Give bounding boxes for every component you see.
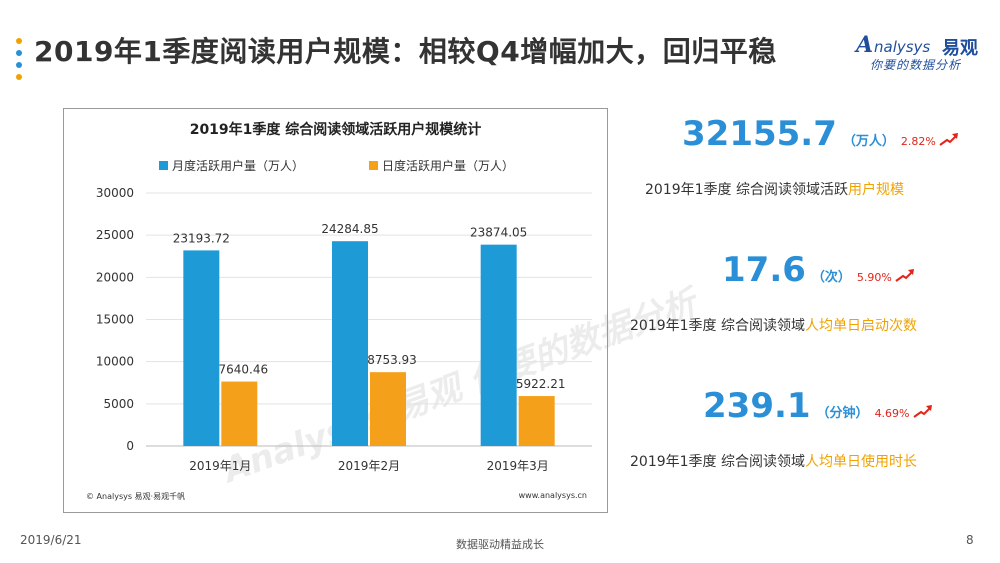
y-tick-label: 30000 xyxy=(96,186,134,200)
desc-highlight: 人均单日启动次数 xyxy=(805,318,917,334)
legend-label-monthly: 月度活跃用户量（万人） xyxy=(172,159,305,173)
analysys-logo: A nalysys 易观 你要的数据分析 xyxy=(856,30,986,72)
bar-chart: 0 5000 10000 15000 20000 25000 30000 23193.72 76… xyxy=(96,186,592,473)
logo-chinese-name: 易观 xyxy=(942,38,978,59)
footer-date: 2019/6/21 xyxy=(20,533,82,547)
logo-slogan: 你要的数据分析 xyxy=(870,58,962,72)
logo-initial: A xyxy=(856,32,874,58)
data-label: 5922.21 xyxy=(516,377,566,391)
stat-change: 4.69% xyxy=(874,407,910,420)
trend-up-icon xyxy=(895,269,914,282)
chart-panel: 2019年1季度 综合阅读领域活跃用户规模统计 月度活跃用户量（万人） 日度活跃… xyxy=(63,108,702,513)
legend-item-daily: 日度活跃用户量（万人） xyxy=(369,157,514,174)
stat-change: 2.82% xyxy=(900,135,936,148)
logo-wordmark: nalysys xyxy=(874,38,931,56)
stat-value: 32155.7 xyxy=(682,114,837,154)
data-label: 8753.93 xyxy=(367,353,417,367)
desc-highlight: 人均单日使用时长 xyxy=(805,454,917,470)
bar-monthly xyxy=(183,250,220,446)
desc-text: 2019年1季度 综合阅读领域活跃 xyxy=(645,182,848,198)
data-label: 24284.85 xyxy=(321,222,378,236)
y-tick-label: 15000 xyxy=(96,313,134,327)
y-tick-label: 5000 xyxy=(103,397,134,411)
x-tick-label: 2019年3月 xyxy=(487,459,549,473)
y-tick-label: 10000 xyxy=(96,355,134,369)
source-note: © Analysys 易观·易观千帆 xyxy=(86,492,186,501)
slide-title: 2019年1季度阅读用户规模：相较Q4增幅加大，回归平稳 xyxy=(34,35,777,68)
stat-unit: （分钟） xyxy=(816,406,869,421)
stat-value: 17.6 xyxy=(722,250,806,290)
title-decoration-dots xyxy=(16,38,24,86)
dot xyxy=(16,74,22,80)
y-tick-label: 0 xyxy=(126,439,134,453)
trend-up-icon xyxy=(939,133,958,146)
data-label: 23193.72 xyxy=(173,231,230,245)
desc-text: 2019年1季度 综合阅读领域 xyxy=(630,318,805,334)
dot xyxy=(16,50,22,56)
bar-daily xyxy=(370,372,406,446)
stat-usage-time: 239.1 （分钟） 4.69% xyxy=(703,386,934,426)
bar-daily xyxy=(221,381,258,446)
desc-text: 2019年1季度 综合阅读领域 xyxy=(630,454,805,470)
footer-slogan: 数据驱动精益成长 xyxy=(456,538,544,551)
data-label: 23874.05 xyxy=(470,226,527,240)
stat-user-scale: 32155.7 （万人） 2.82% xyxy=(682,114,960,154)
bar-daily xyxy=(518,396,555,446)
stat-unit: （万人） xyxy=(842,134,895,149)
stat-description: 2019年1季度 综合阅读领域活跃用户规模 xyxy=(645,179,904,199)
chart-title: 2019年1季度 综合阅读领域活跃用户规模统计 xyxy=(189,122,482,138)
source-url: www.analysys.cn xyxy=(518,491,587,500)
desc-highlight: 用户规模 xyxy=(848,182,904,198)
legend-swatch-monthly xyxy=(159,161,168,170)
y-tick-label: 20000 xyxy=(96,270,134,284)
stat-description: 2019年1季度 综合阅读领域人均单日使用时长 xyxy=(630,451,917,471)
dot xyxy=(16,38,22,44)
legend-swatch-daily xyxy=(369,161,378,170)
stat-unit: （次） xyxy=(811,270,851,285)
stat-change: 5.90% xyxy=(856,271,892,284)
stat-description: 2019年1季度 综合阅读领域人均单日启动次数 xyxy=(630,315,917,335)
trend-up-icon xyxy=(912,405,932,418)
legend-label-daily: 日度活跃用户量（万人） xyxy=(382,159,515,173)
legend-item-monthly: 月度活跃用户量（万人） xyxy=(159,157,304,174)
data-label: 7640.46 xyxy=(219,363,269,377)
page-number: 8 xyxy=(966,533,974,547)
stat-value: 239.1 xyxy=(703,386,811,426)
y-tick-label: 25000 xyxy=(96,228,134,242)
x-tick-label: 2019年2月 xyxy=(338,459,400,473)
stat-launch-count: 17.6 （次） 5.90% xyxy=(722,250,916,290)
x-tick-label: 2019年1月 xyxy=(189,459,251,473)
dot xyxy=(16,62,22,68)
bar-monthly xyxy=(480,244,517,446)
bar-monthly xyxy=(332,241,368,446)
